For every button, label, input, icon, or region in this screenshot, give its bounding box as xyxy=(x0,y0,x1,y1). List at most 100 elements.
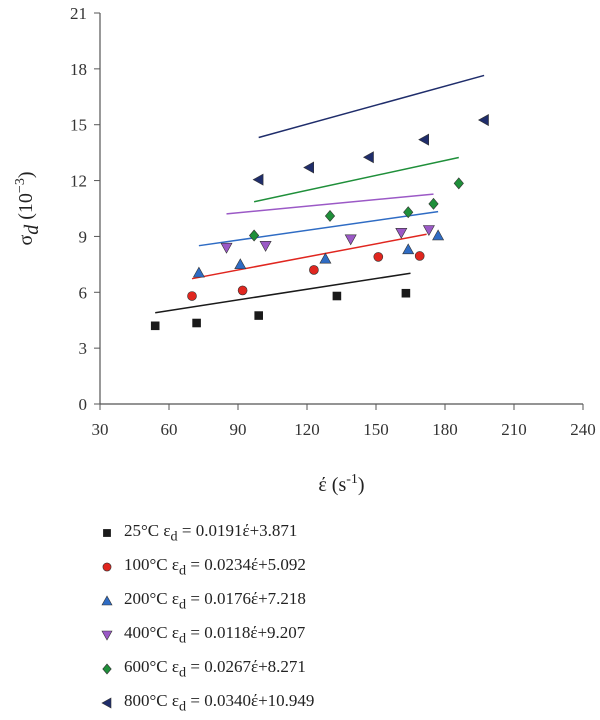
y-tick-label: 12 xyxy=(70,172,87,191)
y-tick-label: 6 xyxy=(79,283,88,302)
legend-label: 400°C εd = 0.0118έ+9.207 xyxy=(124,623,305,647)
scatter-chart: 30 60 90 120 150 180 210 240 0 3 6 9 12 15 18 21 έ (s-1… xyxy=(13,4,596,496)
data-point-series-5 xyxy=(303,161,315,174)
data-point-series-3 xyxy=(395,228,408,239)
legend-item: 200°C εd = 0.0176έ+7.218 xyxy=(92,584,512,618)
legend-marker-shape xyxy=(103,529,111,537)
data-point-series-2 xyxy=(234,258,247,270)
legend-marker-icon xyxy=(92,523,122,543)
data-markers xyxy=(150,114,489,331)
y-axis-label-unit: (10 xyxy=(15,193,37,225)
y-axis-label: σd (10−3) xyxy=(13,171,43,245)
legend-marker-shape xyxy=(101,697,112,709)
legend-eq-rest: = 0.0191έ+3.871 xyxy=(177,520,298,540)
data-point-series-4 xyxy=(428,197,439,210)
x-axis-label-base: έ (s xyxy=(318,474,346,496)
y-axis-label-main: σ xyxy=(15,235,37,246)
x-tick-label: 180 xyxy=(432,420,458,439)
legend-item: 100°C εd = 0.0234έ+5.092 xyxy=(92,550,512,584)
legend-eq-symbol: ε xyxy=(171,622,180,642)
legend-temp: 600°C xyxy=(124,656,172,676)
y-axis-label-sup: −3 xyxy=(13,178,28,193)
data-point-series-1 xyxy=(187,291,197,301)
legend-item: 25°C εd = 0.0191έ+3.871 xyxy=(92,516,512,550)
legend-eq-rest: = 0.0340έ+10.949 xyxy=(186,690,315,710)
legend-marker-shape xyxy=(102,562,112,572)
legend-marker-icon xyxy=(92,557,122,577)
legend-marker-shape xyxy=(101,630,113,641)
legend-eq-sub: d xyxy=(179,664,187,681)
data-point-series-0 xyxy=(192,318,201,328)
data-point-series-5 xyxy=(477,114,489,127)
legend-item: 400°C εd = 0.0118έ+9.207 xyxy=(92,618,512,652)
x-axis-label-close: ) xyxy=(358,474,365,496)
fit-lines xyxy=(155,74,485,314)
legend-marker-shape xyxy=(102,663,112,675)
fit-line-0 xyxy=(155,272,411,314)
tick-labels: 30 60 90 120 150 180 210 240 0 3 6 9 12 15 18 21 xyxy=(70,4,596,439)
data-point-series-2 xyxy=(432,229,445,241)
y-tick-label: 15 xyxy=(70,116,87,135)
legend-label: 25°C εd = 0.0191έ+3.871 xyxy=(124,521,297,545)
x-tick-label: 150 xyxy=(363,420,389,439)
legend-label: 200°C εd = 0.0176έ+7.218 xyxy=(124,589,306,613)
data-point-series-5 xyxy=(362,151,374,164)
legend-item: 600°C εd = 0.0267έ+8.271 xyxy=(92,652,512,686)
legend-eq-sub: d xyxy=(179,596,187,613)
y-tick-label: 3 xyxy=(79,339,88,358)
fit-line-2 xyxy=(198,210,439,247)
fit-line-5 xyxy=(258,74,485,139)
legend-eq-sub: d xyxy=(179,698,187,715)
y-tick-label: 18 xyxy=(70,60,87,79)
legend-marker-icon xyxy=(92,693,122,713)
legend: 25°C εd = 0.0191έ+3.871 100°C εd = 0.0234… xyxy=(92,516,512,720)
legend-marker-shape xyxy=(101,595,113,606)
legend-temp: 800°C xyxy=(124,690,172,710)
data-point-series-2 xyxy=(319,252,332,264)
data-point-series-0 xyxy=(254,311,263,320)
data-point-series-2 xyxy=(192,266,205,278)
legend-temp: 25°C xyxy=(124,520,164,540)
data-point-series-1 xyxy=(373,252,384,262)
x-tick-label: 120 xyxy=(294,420,320,439)
legend-label: 600°C εd = 0.0267έ+8.271 xyxy=(124,657,306,681)
legend-eq-symbol: ε xyxy=(163,520,171,540)
data-point-series-4 xyxy=(403,206,414,219)
legend-eq-rest: = 0.0234έ+5.092 xyxy=(186,554,306,574)
data-point-series-0 xyxy=(401,288,411,298)
legend-label: 800°C εd = 0.0340έ+10.949 xyxy=(124,691,314,715)
legend-eq-symbol: ε xyxy=(171,656,180,676)
legend-eq-rest: = 0.0118έ+9.207 xyxy=(186,622,306,642)
legend-item: 800°C εd = 0.0340έ+10.949 xyxy=(92,686,512,720)
x-tick-label: 240 xyxy=(570,420,596,439)
data-point-series-4 xyxy=(324,209,336,222)
data-point-series-4 xyxy=(249,229,260,242)
legend-eq-sub: d xyxy=(179,562,187,579)
data-point-series-5 xyxy=(252,173,264,186)
legend-temp: 400°C xyxy=(124,622,172,642)
plot-axes xyxy=(94,12,584,410)
x-axis-label-sup: -1 xyxy=(346,472,358,487)
legend-eq-symbol: ε xyxy=(171,554,180,574)
data-point-series-3 xyxy=(259,241,272,252)
data-point-series-0 xyxy=(332,291,342,301)
x-tick-label: 60 xyxy=(161,420,178,439)
y-axis-label-sub: d xyxy=(21,224,43,235)
x-axis-label: έ (s-1) xyxy=(318,472,364,496)
legend-eq-sub: d xyxy=(179,630,187,647)
legend-marker-icon xyxy=(92,625,122,645)
data-point-series-5 xyxy=(418,133,430,146)
data-point-series-2 xyxy=(402,243,415,255)
legend-marker-icon xyxy=(92,659,122,679)
data-point-series-0 xyxy=(150,321,160,331)
x-tick-label: 30 xyxy=(92,420,109,439)
legend-temp: 200°C xyxy=(124,588,172,608)
data-point-series-3 xyxy=(422,225,435,237)
legend-eq-rest: = 0.0176έ+7.218 xyxy=(186,588,306,608)
data-point-series-1 xyxy=(309,265,319,275)
legend-label: 100°C εd = 0.0234έ+5.092 xyxy=(124,555,306,579)
x-tick-label: 90 xyxy=(230,420,247,439)
x-tick-label: 210 xyxy=(501,420,527,439)
y-axis-label-close: ) xyxy=(15,171,37,178)
y-tick-label: 0 xyxy=(79,395,88,414)
